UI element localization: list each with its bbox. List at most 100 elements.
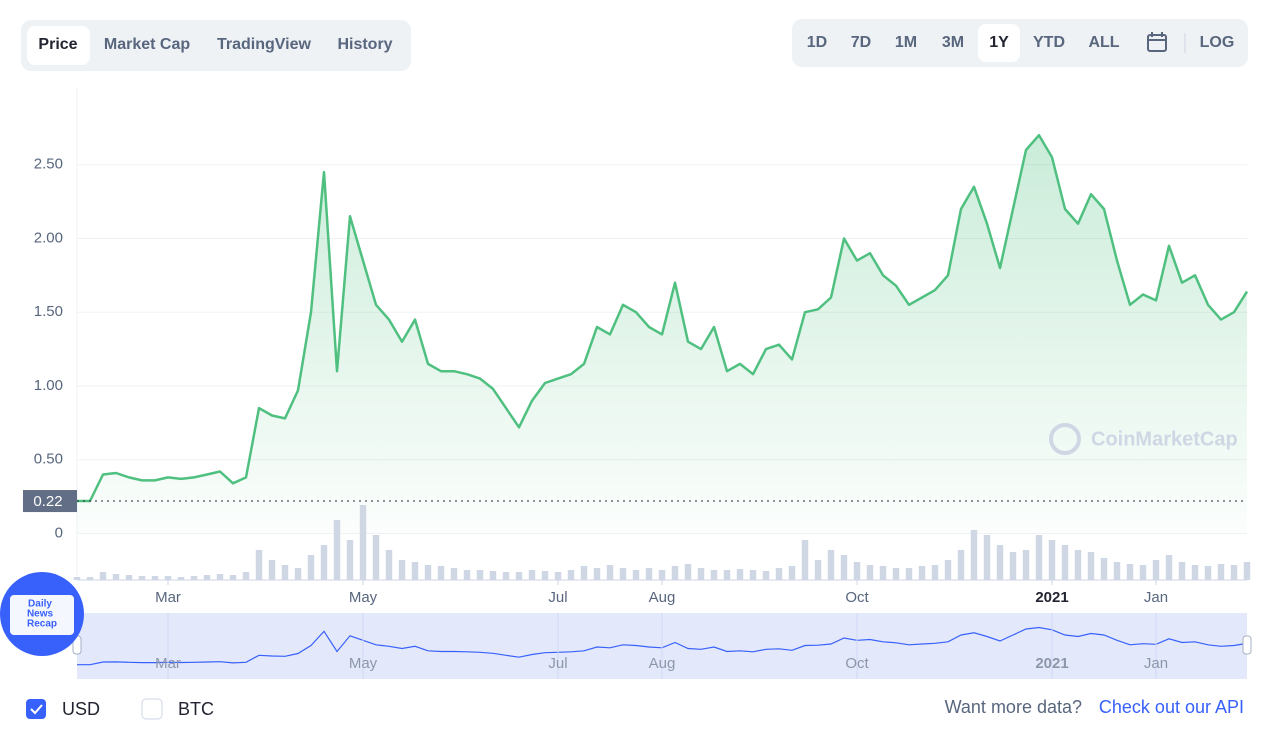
x-tick-label: Jan: [1144, 589, 1168, 606]
volume-bar: [1074, 550, 1082, 580]
volume-bar: [944, 560, 952, 580]
volume-bar: [125, 575, 133, 580]
volume-bar: [697, 568, 705, 580]
volume-bar: [398, 560, 406, 580]
volume-bar: [814, 560, 822, 580]
volume-bar: [86, 577, 94, 580]
volume-bar: [840, 555, 848, 580]
y-tick-label: 0.50: [34, 451, 63, 468]
navigator-tick-label: Oct: [845, 655, 869, 672]
tab[interactable]: History: [337, 36, 392, 53]
volume-bar: [372, 535, 380, 580]
volume-bar: [710, 570, 718, 580]
volume-bar: [489, 571, 497, 580]
calendar-icon[interactable]: [1147, 32, 1167, 52]
navigator-tick-label: May: [349, 655, 378, 672]
currency-label[interactable]: USD: [62, 699, 100, 719]
volume-bar: [775, 568, 783, 580]
volume-bar: [1191, 565, 1199, 580]
volume-bar: [801, 540, 809, 580]
price-line: [77, 133, 1249, 503]
tab[interactable]: Market Cap: [104, 36, 190, 53]
volume-bar: [112, 574, 120, 580]
checkbox[interactable]: [141, 698, 163, 720]
volume-bar: [515, 572, 523, 580]
range-button[interactable]: 1D: [807, 34, 827, 51]
volume-bar: [411, 562, 419, 580]
api-link[interactable]: Check out our API: [1099, 697, 1244, 717]
volume-bar: [307, 555, 315, 580]
volume-bar: [749, 570, 757, 580]
currency-label[interactable]: BTC: [178, 699, 214, 719]
volume-bar: [619, 568, 627, 580]
volume-bar: [1087, 552, 1095, 580]
volume-bar: [684, 564, 692, 580]
tab[interactable]: Price: [38, 36, 77, 53]
range-button[interactable]: 3M: [942, 34, 964, 51]
volume-bar: [190, 576, 198, 580]
volume-bar: [463, 570, 471, 580]
volume-bar: [1113, 562, 1121, 580]
volume-bar: [502, 572, 510, 580]
volume-bar: [541, 571, 549, 580]
x-tick-label: Mar: [155, 589, 181, 606]
badge-text: Daily: [28, 599, 52, 610]
tab-bar: [21, 20, 411, 71]
chart: 0 0.50 1.00 1.50 2.00 2.50 0.22 Mar Mar May May Jul…: [23, 88, 1252, 679]
volume-bar: [580, 566, 588, 580]
volume-bar: [658, 570, 666, 580]
volume-bar: [177, 577, 185, 580]
volume-bar: [905, 568, 913, 580]
volume-bar: [1152, 560, 1160, 580]
range-button[interactable]: YTD: [1033, 34, 1065, 51]
navigator-tick-label: Aug: [649, 655, 676, 672]
y-tick-label: 0: [55, 524, 63, 541]
navigator-tick-label: Mar: [155, 655, 181, 672]
tab[interactable]: TradingView: [217, 36, 312, 53]
volume-bar: [346, 540, 354, 580]
range-button[interactable]: 1M: [895, 34, 917, 51]
checkbox-checked[interactable]: [26, 699, 46, 719]
volume-bar: [528, 570, 536, 580]
volume-bar: [1139, 565, 1147, 580]
volume-bar: [983, 535, 991, 580]
volume-bar: [268, 560, 276, 580]
tab-active: [27, 26, 90, 65]
volume-bar: [918, 566, 926, 580]
volume-bar: [632, 570, 640, 580]
volume-bar: [203, 575, 211, 580]
current-price-tag: [23, 490, 77, 513]
volume-bar: [1204, 566, 1212, 580]
navigator-tick-label: Jul: [548, 655, 567, 672]
volume-bar: [99, 572, 107, 580]
badge-text: Recap: [27, 619, 57, 630]
volume-bar: [1230, 565, 1238, 580]
volume-bar: [73, 577, 81, 580]
log-button[interactable]: LOG: [1200, 34, 1235, 51]
volume-bar: [476, 570, 484, 580]
range-button[interactable]: ALL: [1088, 34, 1119, 51]
volume-bar: [931, 565, 939, 580]
volume-bar: [242, 572, 250, 580]
volume-bar: [437, 566, 445, 580]
volume-bar: [424, 565, 432, 580]
y-tick-label: 1.50: [34, 303, 63, 320]
volume-bar: [970, 530, 978, 580]
volume-bar: [645, 568, 653, 580]
volume-bar: [1243, 562, 1251, 580]
volume-bar: [788, 566, 796, 580]
volume-bar: [593, 568, 601, 580]
volume-bar: [1035, 535, 1043, 580]
volume-bar: [229, 575, 237, 580]
volume-bar: [281, 565, 289, 580]
badge: Daily News Recap: [0, 572, 84, 656]
volume-bar: [736, 569, 744, 580]
range-button[interactable]: 7D: [851, 34, 871, 51]
volume-bar: [671, 566, 679, 580]
volume-bar: [294, 568, 302, 580]
range-button[interactable]: 1Y: [989, 34, 1009, 51]
volume-bar: [827, 550, 835, 580]
range-active: [978, 24, 1020, 62]
volume-bar: [606, 565, 614, 580]
